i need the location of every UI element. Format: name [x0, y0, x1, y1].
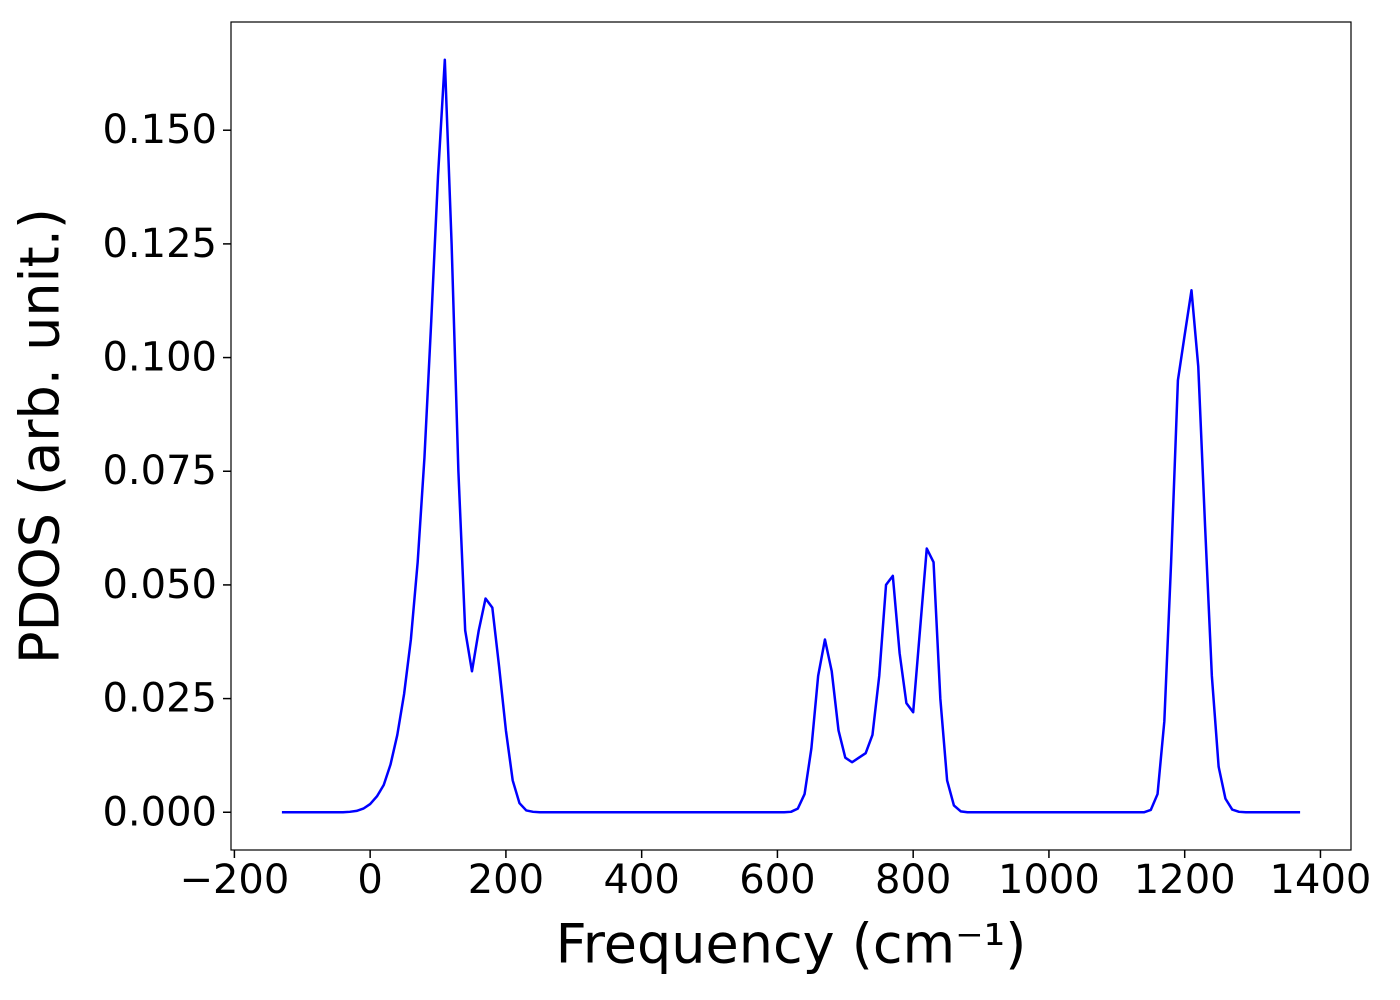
x-tick-label: 400 — [603, 857, 679, 903]
x-tick-label: 600 — [739, 857, 815, 903]
x-axis-label: Frequency (cm⁻¹) — [556, 913, 1027, 976]
x-tick-label: 1200 — [1134, 857, 1236, 903]
x-tick-label: 200 — [468, 857, 544, 903]
x-tick-label: 1400 — [1270, 857, 1372, 903]
x-tick-label: 0 — [357, 857, 382, 903]
y-tick-label: 0.050 — [102, 562, 217, 608]
x-tick-label: 1000 — [998, 857, 1100, 903]
y-tick-label: 0.125 — [102, 221, 217, 267]
y-tick-label: 0.000 — [102, 789, 217, 835]
y-tick-label: 0.075 — [102, 448, 217, 494]
x-tick-label: 800 — [875, 857, 951, 903]
y-tick-label: 0.150 — [102, 107, 217, 153]
plot-frame — [230, 21, 1352, 851]
y-axis-label: PDOS (arb. unit.) — [9, 208, 72, 664]
y-tick-label: 0.025 — [102, 676, 217, 722]
x-tick-label: −200 — [179, 857, 289, 903]
data-line — [281, 58, 1301, 814]
y-tick-label: 0.100 — [102, 335, 217, 381]
